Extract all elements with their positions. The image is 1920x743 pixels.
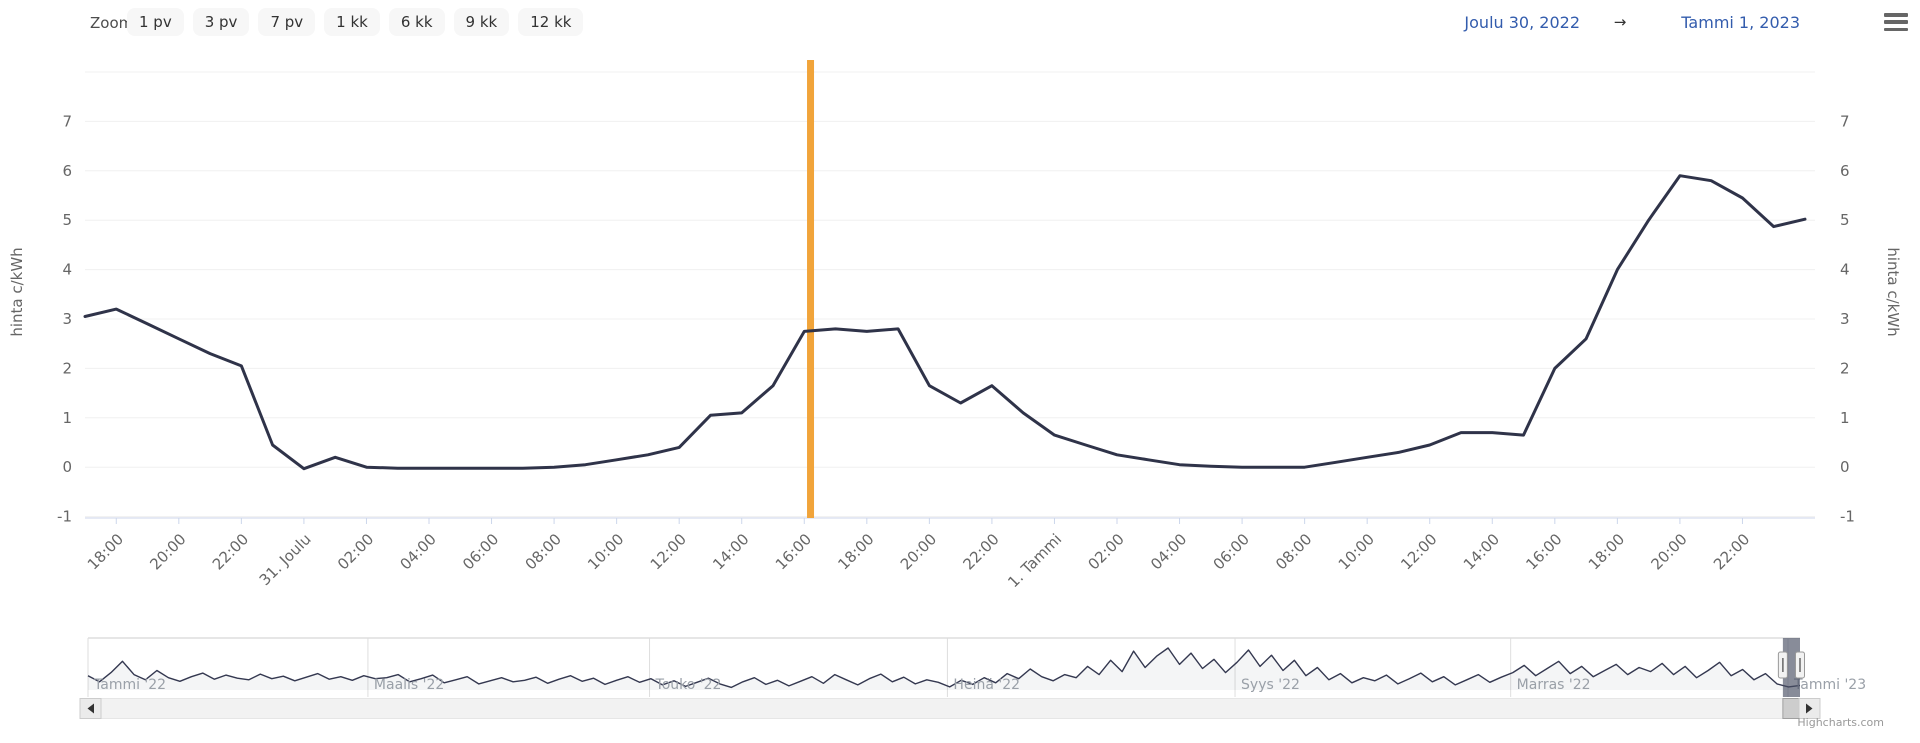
x-axis-label: 12:00	[1397, 530, 1440, 573]
zoom-preset-button-7-pv[interactable]: 7 pv	[258, 8, 316, 36]
y-axis-label-right: 5	[1840, 211, 1850, 229]
y-axis-label-right: 4	[1840, 261, 1850, 279]
y-axis-label-right: 1	[1840, 409, 1850, 427]
y-axis-label-right: 6	[1840, 162, 1850, 180]
x-axis-label: 18:00	[1585, 530, 1628, 573]
x-axis-label: 14:00	[709, 530, 752, 573]
zoom-preset-button-9-kk[interactable]: 9 kk	[453, 8, 510, 36]
x-axis-label: 02:00	[334, 530, 377, 573]
scrollbar-right-arrow-icon	[1806, 703, 1813, 714]
y-axis-label-right: 7	[1840, 112, 1850, 130]
x-axis-label: 18:00	[84, 530, 127, 573]
x-axis-label: 12:00	[647, 530, 690, 573]
x-axis-label: 18:00	[834, 530, 877, 573]
navigator-month-label: Tammi '22	[93, 677, 166, 693]
x-axis-label: 08:00	[1272, 530, 1315, 573]
x-axis-label: 04:00	[1147, 530, 1190, 573]
x-axis-label: 16:00	[772, 530, 815, 573]
range-end-input[interactable]: Tammi 1, 2023	[1681, 13, 1800, 32]
scrollbar-track[interactable]	[100, 698, 1800, 719]
highcharts-credits[interactable]: Highcharts.com	[1797, 716, 1884, 729]
x-axis-label: 22:00	[959, 530, 1002, 573]
zoom-preset-button-6-kk[interactable]: 6 kk	[388, 8, 445, 36]
x-axis-label: 06:00	[1210, 530, 1253, 573]
x-axis-label: 06:00	[459, 530, 502, 573]
y-axis-label-left: 7	[62, 112, 72, 130]
range-separator-arrow: →	[1613, 13, 1627, 31]
x-axis-label: 16:00	[1522, 530, 1565, 573]
x-axis-label: 20:00	[1647, 530, 1690, 573]
zoom-preset-button-1-kk[interactable]: 1 kk	[324, 8, 380, 36]
current-time-plotline	[807, 60, 815, 518]
y-axis-label-left: 6	[62, 162, 72, 180]
zoom-button-group: 1 pv 3 pv 7 pv 1 kk 6 kk 9 kk 12 kk	[127, 8, 584, 36]
y-axis-label-left: 3	[62, 310, 72, 328]
x-axis-label: 22:00	[1710, 530, 1753, 573]
x-axis-label: 14:00	[1460, 530, 1503, 573]
x-axis-label: 10:00	[584, 530, 627, 573]
zoom-preset-button-1-pv[interactable]: 1 pv	[127, 8, 184, 36]
y-axis-title-right: hinta c/kWh	[1884, 247, 1902, 336]
navigator-series-line	[87, 647, 1801, 689]
x-axis-label: 20:00	[146, 530, 189, 573]
y-axis-label-left: 2	[62, 359, 72, 377]
scrollbar-left-arrow-icon	[87, 703, 94, 714]
price-series-line	[83, 174, 1807, 471]
x-axis-label: 10:00	[1335, 530, 1378, 573]
y-axis-label-right: 0	[1840, 458, 1850, 476]
x-axis-label: 20:00	[897, 530, 940, 573]
x-axis-label: 1. Tammi	[1004, 530, 1065, 591]
navigator-month-label: Maalis '22	[374, 677, 444, 693]
y-axis-label-right: 2	[1840, 359, 1850, 377]
y-axis-title-left: hinta c/kWh	[8, 247, 26, 336]
y-axis-label-right: 3	[1840, 310, 1850, 328]
x-axis-label: 31. Joulu	[256, 530, 315, 589]
x-axis-label: 22:00	[209, 530, 252, 573]
x-axis-label: 08:00	[522, 530, 565, 573]
navigator-month-label: Touko '22	[655, 677, 722, 693]
x-axis-label: 02:00	[1085, 530, 1128, 573]
export-menu-icon[interactable]	[1884, 13, 1908, 31]
navigator-series-area	[88, 648, 1800, 690]
range-start-input[interactable]: Joulu 30, 2022	[1464, 13, 1580, 32]
y-axis-label-left: 5	[62, 211, 72, 229]
y-axis-label-left: 1	[62, 409, 72, 427]
navigator-month-label: Marras '22	[1517, 677, 1591, 693]
navigator-month-label: Syys '22	[1241, 677, 1300, 693]
y-axis-label-left: -1	[57, 508, 72, 526]
navigator-month-label: Heinä '22	[953, 677, 1020, 693]
y-axis-label-left: 0	[62, 458, 72, 476]
zoom-preset-button-3-pv[interactable]: 3 pv	[192, 8, 250, 36]
y-axis-label-right: -1	[1840, 508, 1855, 526]
zoom-label: Zoom	[90, 14, 134, 32]
navigator-month-label: Tammi '23	[1793, 677, 1866, 693]
zoom-preset-button-12-kk[interactable]: 12 kk	[518, 8, 584, 36]
y-axis-label-left: 4	[62, 261, 72, 279]
chart-toolbar: Zoom 1 pv 3 pv 7 pv 1 kk 6 kk 9 kk 12 kk Joulu…	[0, 0, 1920, 46]
x-axis-label: 04:00	[397, 530, 440, 573]
